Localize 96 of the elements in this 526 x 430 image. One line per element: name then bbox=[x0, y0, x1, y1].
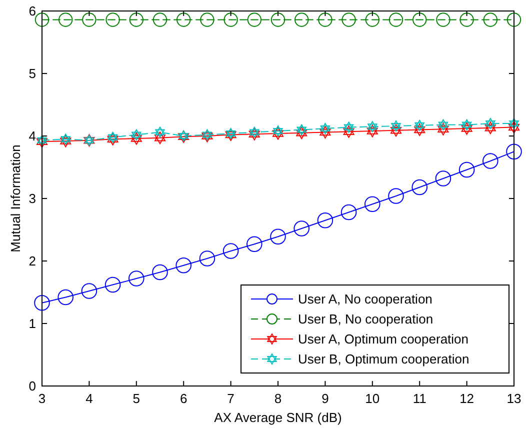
x-axis-title: AX Average SNR (dB) bbox=[214, 410, 342, 425]
legend-label: User A, No cooperation bbox=[298, 292, 432, 307]
point bbox=[60, 134, 70, 145]
point bbox=[366, 124, 378, 138]
point bbox=[106, 12, 120, 27]
point bbox=[296, 126, 308, 140]
point bbox=[344, 122, 354, 133]
point bbox=[250, 126, 260, 138]
point bbox=[200, 12, 214, 27]
y-tick-label: 1 bbox=[28, 316, 36, 332]
point bbox=[460, 12, 474, 27]
point bbox=[104, 276, 121, 293]
point bbox=[154, 132, 166, 144]
legend-label: User A, Optimum cooperation bbox=[298, 332, 469, 347]
point bbox=[388, 12, 404, 27]
point bbox=[340, 204, 357, 220]
point bbox=[155, 126, 165, 138]
point bbox=[58, 12, 73, 27]
point bbox=[412, 12, 427, 27]
point bbox=[484, 122, 496, 134]
point bbox=[294, 12, 309, 27]
point bbox=[342, 12, 356, 27]
point bbox=[318, 12, 332, 27]
point bbox=[224, 12, 238, 27]
y-tick-label: 4 bbox=[28, 128, 36, 144]
point bbox=[108, 132, 118, 143]
point bbox=[364, 196, 380, 212]
x-tick-label: 7 bbox=[227, 391, 234, 406]
point bbox=[226, 128, 236, 139]
point bbox=[82, 12, 96, 27]
point bbox=[270, 12, 286, 27]
point bbox=[436, 12, 450, 27]
point bbox=[483, 12, 498, 27]
y-tick-label: 6 bbox=[28, 4, 36, 19]
point bbox=[152, 264, 168, 280]
point bbox=[247, 12, 262, 27]
point bbox=[482, 153, 498, 169]
point bbox=[176, 12, 191, 27]
point bbox=[176, 257, 192, 274]
point bbox=[132, 129, 142, 140]
point bbox=[130, 132, 142, 145]
point bbox=[412, 179, 428, 196]
x-tick-label: 12 bbox=[460, 391, 474, 406]
point bbox=[320, 123, 330, 134]
y-axis-title: Mutual Information bbox=[8, 144, 23, 252]
point bbox=[273, 126, 283, 136]
point bbox=[506, 12, 522, 27]
x-tick-label: 6 bbox=[180, 391, 188, 406]
point bbox=[128, 270, 144, 286]
point bbox=[246, 236, 262, 252]
point bbox=[486, 118, 496, 129]
point bbox=[458, 162, 475, 178]
point bbox=[152, 12, 168, 27]
point bbox=[222, 243, 239, 259]
point bbox=[199, 250, 216, 266]
x-tick-label: 3 bbox=[38, 391, 46, 406]
x-tick-label: 8 bbox=[274, 391, 282, 406]
y-tick-label: 5 bbox=[28, 66, 36, 82]
point bbox=[343, 125, 354, 138]
point bbox=[506, 144, 522, 160]
point bbox=[34, 12, 50, 27]
x-tick-label: 5 bbox=[132, 391, 140, 406]
point bbox=[129, 12, 144, 27]
point bbox=[272, 127, 284, 140]
point bbox=[435, 170, 452, 186]
point bbox=[81, 283, 98, 299]
x-tick-label: 13 bbox=[506, 391, 522, 406]
y-tick-label: 3 bbox=[28, 191, 36, 206]
legend-label: User B, Optimum cooperation bbox=[298, 352, 470, 367]
point bbox=[390, 124, 402, 137]
point bbox=[414, 120, 424, 131]
point bbox=[320, 126, 331, 139]
legend-label: User B, No cooperation bbox=[298, 312, 434, 327]
point bbox=[296, 124, 306, 136]
point bbox=[368, 121, 378, 132]
point bbox=[34, 294, 50, 311]
point bbox=[58, 289, 74, 306]
x-tick-label: 4 bbox=[86, 391, 93, 406]
point bbox=[317, 212, 334, 228]
point bbox=[508, 120, 520, 134]
point bbox=[391, 120, 401, 132]
y-tick-label: 0 bbox=[28, 378, 36, 394]
point bbox=[438, 122, 449, 136]
point bbox=[509, 118, 519, 129]
x-tick-label: 11 bbox=[412, 391, 426, 406]
point bbox=[365, 12, 380, 27]
point bbox=[438, 119, 448, 130]
point bbox=[461, 122, 472, 135]
point bbox=[294, 220, 310, 236]
point bbox=[388, 188, 404, 204]
point bbox=[270, 228, 286, 245]
point bbox=[414, 123, 426, 136]
x-tick-label: 10 bbox=[365, 391, 380, 406]
point bbox=[462, 119, 472, 130]
x-tick-label: 9 bbox=[322, 391, 329, 406]
y-tick-label: 2 bbox=[28, 254, 36, 269]
